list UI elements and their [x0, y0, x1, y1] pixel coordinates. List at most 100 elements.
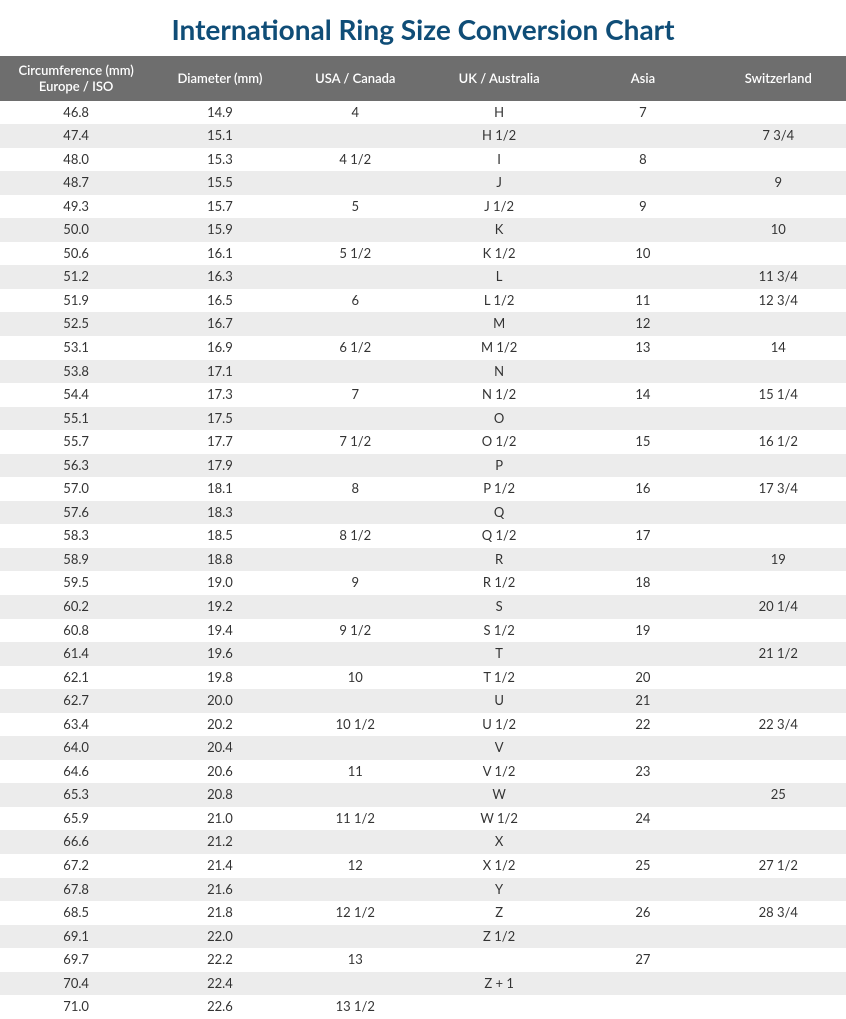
table-cell	[575, 995, 710, 1019]
table-cell: 6 1/2	[288, 336, 423, 360]
table-cell	[711, 925, 846, 949]
table-row: 58.318.58 1/2Q 1/217	[0, 524, 846, 548]
table-cell: N	[423, 360, 575, 384]
table-cell: 58.3	[0, 524, 152, 548]
table-row: 51.216.3L11 3/4	[0, 265, 846, 289]
table-cell: 21.0	[152, 807, 287, 831]
table-cell: 15	[575, 430, 710, 454]
table-cell	[711, 736, 846, 760]
column-header: Switzerland	[711, 56, 846, 101]
table-cell: 53.1	[0, 336, 152, 360]
table-cell	[711, 972, 846, 996]
table-row: 64.620.611V 1/223	[0, 760, 846, 784]
table-cell: 21.4	[152, 854, 287, 878]
table-row: 66.621.2X	[0, 830, 846, 854]
table-cell: V	[423, 736, 575, 760]
table-cell: 47.4	[0, 124, 152, 148]
table-cell	[575, 830, 710, 854]
table-cell	[575, 548, 710, 572]
table-cell	[288, 972, 423, 996]
table-cell: 8	[288, 477, 423, 501]
table-cell: 65.3	[0, 783, 152, 807]
table-cell: 56.3	[0, 454, 152, 478]
table-cell: 71.0	[0, 995, 152, 1019]
table-cell: 12	[575, 312, 710, 336]
table-cell: 20	[575, 666, 710, 690]
table-row: 69.722.21327	[0, 948, 846, 972]
table-cell: 9	[288, 571, 423, 595]
table-row: 54.417.37N 1/21415 1/4	[0, 383, 846, 407]
table-row: 67.221.412X 1/22527 1/2	[0, 854, 846, 878]
table-cell	[288, 595, 423, 619]
table-cell: 14.9	[152, 101, 287, 125]
column-header: USA / Canada	[288, 56, 423, 101]
table-cell: 19.0	[152, 571, 287, 595]
table-cell: 5 1/2	[288, 242, 423, 266]
table-cell: 48.0	[0, 148, 152, 172]
table-cell: 14	[575, 383, 710, 407]
table-cell: 11	[288, 760, 423, 784]
table-cell: V 1/2	[423, 760, 575, 784]
table-cell: 64.6	[0, 760, 152, 784]
table-cell: 10	[575, 242, 710, 266]
table-row: 50.015.9K10	[0, 218, 846, 242]
table-cell: 69.7	[0, 948, 152, 972]
table-row: 60.219.2S20 1/4	[0, 595, 846, 619]
table-row: 51.916.56L 1/21112 3/4	[0, 289, 846, 313]
table-cell: 19.4	[152, 619, 287, 643]
table-cell: W	[423, 783, 575, 807]
table-cell: 49.3	[0, 195, 152, 219]
table-cell: K 1/2	[423, 242, 575, 266]
table-cell: 7	[575, 101, 710, 125]
table-cell: 16 1/2	[711, 430, 846, 454]
table-row: 67.821.6Y	[0, 878, 846, 902]
table-cell: 16.3	[152, 265, 287, 289]
table-cell: 64.0	[0, 736, 152, 760]
table-cell: 69.1	[0, 925, 152, 949]
table-row: 46.814.94H7	[0, 101, 846, 125]
table-cell	[711, 454, 846, 478]
table-cell	[288, 265, 423, 289]
chart-title: International Ring Size Conversion Chart	[0, 12, 846, 46]
table-row: 50.616.15 1/2K 1/210	[0, 242, 846, 266]
table-cell: R 1/2	[423, 571, 575, 595]
table-cell: 67.8	[0, 878, 152, 902]
table-cell: N 1/2	[423, 383, 575, 407]
table-row: 56.317.9P	[0, 454, 846, 478]
table-cell: 22.4	[152, 972, 287, 996]
table-cell: 20.0	[152, 689, 287, 713]
column-header-line: Europe / ISO	[39, 78, 114, 94]
table-cell: 7 3/4	[711, 124, 846, 148]
table-cell	[575, 501, 710, 525]
table-cell: Y	[423, 878, 575, 902]
table-cell: 21 1/2	[711, 642, 846, 666]
table-row: 58.918.8R19	[0, 548, 846, 572]
table-cell: 52.5	[0, 312, 152, 336]
column-header-line: USA / Canada	[315, 70, 395, 86]
table-cell: 15.9	[152, 218, 287, 242]
column-header: Circumference (mm)Europe / ISO	[0, 56, 152, 101]
table-row: 62.119.810T 1/220	[0, 666, 846, 690]
table-row: 53.817.1N	[0, 360, 846, 384]
table-cell: 12 3/4	[711, 289, 846, 313]
column-header-line: UK / Australia	[459, 70, 540, 86]
table-cell: L 1/2	[423, 289, 575, 313]
table-cell: M 1/2	[423, 336, 575, 360]
table-cell: R	[423, 548, 575, 572]
table-cell: 22	[575, 713, 710, 737]
table-cell	[288, 218, 423, 242]
table-cell	[711, 760, 846, 784]
table-cell: 21.8	[152, 901, 287, 925]
table-cell: 25	[575, 854, 710, 878]
table-cell: 60.2	[0, 595, 152, 619]
table-cell	[711, 878, 846, 902]
table-cell: 22.0	[152, 925, 287, 949]
table-cell	[288, 360, 423, 384]
table-cell	[423, 948, 575, 972]
table-cell: 51.9	[0, 289, 152, 313]
table-cell	[288, 124, 423, 148]
column-header: UK / Australia	[423, 56, 575, 101]
table-cell	[711, 571, 846, 595]
table-cell: 15.3	[152, 148, 287, 172]
table-row: 65.320.8W25	[0, 783, 846, 807]
